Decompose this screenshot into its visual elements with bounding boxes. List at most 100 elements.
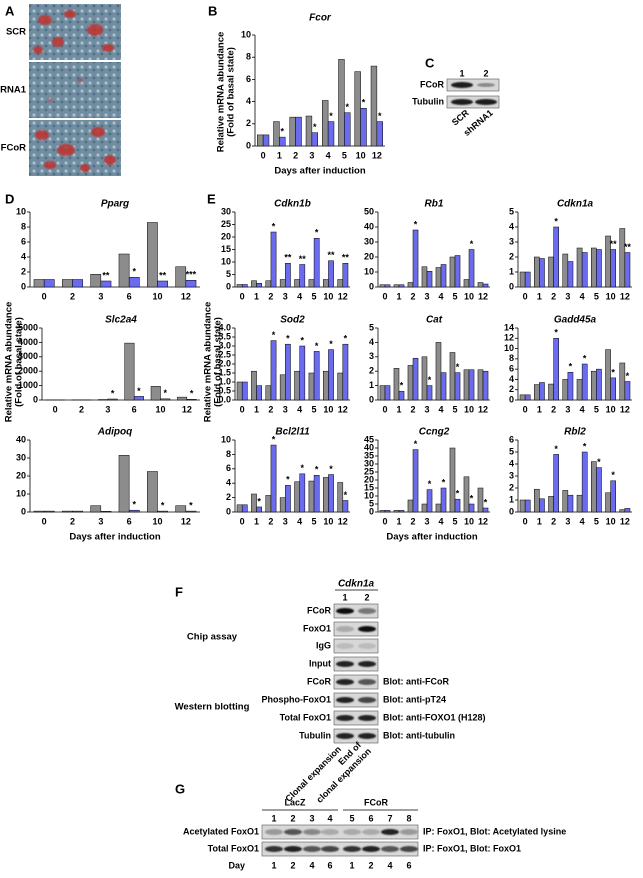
bar bbox=[576, 247, 583, 288]
blot-band bbox=[336, 697, 354, 703]
bar bbox=[379, 385, 386, 401]
y-tick-label: 20 bbox=[16, 470, 26, 480]
x-tick-label: 3 bbox=[309, 150, 314, 160]
significance-label: * bbox=[272, 221, 276, 231]
significance-label: *** bbox=[186, 270, 197, 280]
x-tick-label: 1 bbox=[396, 404, 401, 414]
blot-band bbox=[362, 846, 380, 852]
lane-number: 8 bbox=[406, 813, 411, 823]
y-tick-label: 5 bbox=[509, 206, 514, 216]
bar bbox=[177, 396, 188, 401]
bar bbox=[477, 282, 484, 288]
micrographs bbox=[29, 4, 121, 176]
day-number: 1 bbox=[349, 860, 354, 870]
x-tick-label: 4 bbox=[580, 291, 585, 301]
blot-band bbox=[358, 715, 376, 721]
significance-label: * bbox=[583, 353, 587, 363]
x-axis-label: Days after induction bbox=[69, 532, 161, 543]
significance-label: * bbox=[315, 465, 319, 475]
bar bbox=[294, 370, 300, 401]
significance-label: ** bbox=[299, 254, 307, 264]
x-tick-label: 5 bbox=[312, 516, 317, 526]
bar bbox=[435, 503, 442, 513]
significance-label: * bbox=[301, 335, 305, 345]
x-tick-label: 0 bbox=[240, 516, 245, 526]
y-axis-label: Relative mRNA abundance bbox=[4, 302, 15, 423]
y-tick-label: 4 bbox=[369, 337, 374, 347]
significance-label: ** bbox=[342, 253, 350, 263]
bar bbox=[265, 280, 272, 288]
bar bbox=[440, 264, 447, 288]
bar bbox=[299, 264, 306, 288]
y-tick-label: 0 bbox=[509, 394, 514, 404]
blot-band bbox=[358, 643, 376, 649]
blot-label: Blot: anti-pT24 bbox=[383, 694, 446, 704]
x-tick-label: 10 bbox=[356, 150, 366, 160]
y-tick-label: 20 bbox=[364, 474, 374, 484]
blot bbox=[333, 728, 379, 744]
bar bbox=[72, 279, 83, 288]
bar bbox=[90, 274, 102, 288]
y-tick-label: 0 bbox=[369, 506, 374, 516]
bar bbox=[354, 71, 361, 147]
bar bbox=[370, 65, 378, 147]
y-tick-label: 40 bbox=[16, 434, 26, 444]
panel-letter: B bbox=[208, 3, 217, 18]
y-axis-label: (Fold of basal state) bbox=[226, 47, 237, 137]
y-tick-label: 0.5 bbox=[218, 385, 231, 395]
x-tick-label: 3 bbox=[565, 516, 570, 526]
bar bbox=[610, 480, 617, 513]
bar bbox=[256, 283, 262, 288]
bar bbox=[412, 449, 419, 513]
bar bbox=[175, 266, 187, 288]
y-tick-label: 2 bbox=[226, 492, 231, 502]
y-tick-label: 1000 bbox=[18, 380, 38, 390]
bar bbox=[342, 263, 349, 288]
significance-label: * bbox=[286, 334, 290, 344]
y-tick-label: 4 bbox=[246, 96, 251, 106]
x-tick-label: 2 bbox=[79, 404, 84, 414]
x-tick-label: 3 bbox=[283, 516, 288, 526]
bar bbox=[553, 226, 560, 288]
x-tick-label: 2 bbox=[551, 404, 556, 414]
day-number: 4 bbox=[309, 860, 314, 870]
y-tick-label: 1 bbox=[509, 494, 514, 504]
lane-number: 1 bbox=[271, 813, 276, 823]
bar bbox=[426, 385, 433, 401]
x-tick-label: 0 bbox=[42, 291, 47, 301]
y-tick-label: 6 bbox=[509, 364, 514, 374]
bar bbox=[118, 455, 130, 513]
y-tick-label: 8 bbox=[509, 353, 514, 363]
x-tick-label: 10 bbox=[323, 404, 333, 414]
x-tick-label: 10 bbox=[323, 291, 333, 301]
bar bbox=[407, 282, 414, 288]
blot-row-label: Total FoxO1 bbox=[208, 843, 259, 853]
y-tick-label: 1.5 bbox=[218, 367, 231, 377]
bar bbox=[581, 451, 588, 513]
x-tick-label: 3 bbox=[565, 291, 570, 301]
blot-band bbox=[303, 846, 321, 852]
y-tick-label: 5000 bbox=[18, 322, 38, 332]
y-tick-label: 8 bbox=[21, 221, 26, 231]
significance-label: * bbox=[456, 362, 460, 372]
x-tick-label: 3 bbox=[98, 291, 103, 301]
bar bbox=[342, 343, 349, 401]
x-tick-label: 10 bbox=[606, 516, 616, 526]
bar bbox=[519, 271, 526, 288]
day-number: 6 bbox=[406, 860, 411, 870]
bar bbox=[33, 279, 45, 288]
x-tick-label: 0 bbox=[382, 516, 387, 526]
y-tick-label: 4000 bbox=[18, 337, 38, 347]
significance-label: * bbox=[569, 362, 573, 372]
blot-row-label: FCoR bbox=[420, 79, 444, 89]
y-tick-label: 30 bbox=[364, 458, 374, 468]
blot-label: IP: FoxO1, Blot: Acetylated lysine bbox=[423, 826, 566, 836]
bar bbox=[270, 444, 277, 513]
x-tick-label: 5 bbox=[452, 404, 457, 414]
x-tick-label: 12 bbox=[338, 516, 348, 526]
bar bbox=[251, 493, 257, 513]
significance-label: ** bbox=[610, 239, 618, 249]
blot-band bbox=[336, 733, 354, 739]
x-tick-label: 1 bbox=[396, 291, 401, 301]
panel-letter: F bbox=[175, 584, 183, 599]
